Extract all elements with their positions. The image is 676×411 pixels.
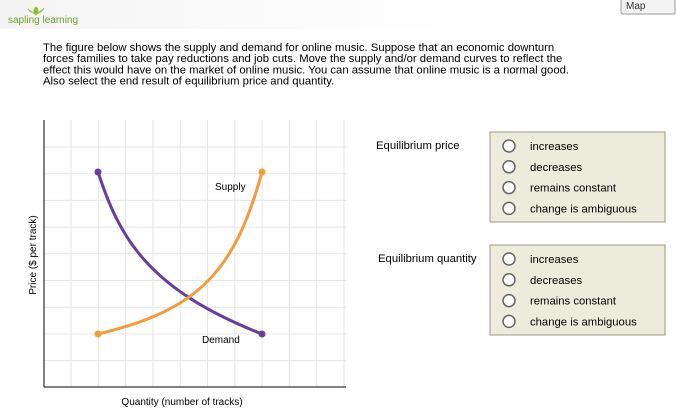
- radio-button[interactable]: [502, 252, 516, 266]
- option-label[interactable]: change is ambiguous: [530, 316, 637, 328]
- logo: sapling learning: [8, 15, 78, 26]
- supply-handle[interactable]: [258, 168, 266, 176]
- logo-icon: [27, 6, 45, 16]
- map-button[interactable]: [620, 0, 676, 15]
- supply-label: Supply: [215, 182, 246, 193]
- radio-button[interactable]: [502, 180, 516, 195]
- demand-label: Demand: [202, 335, 240, 346]
- question-line: forces families to take pay reductions a…: [43, 53, 562, 65]
- option-label[interactable]: remains constant: [530, 183, 617, 195]
- supply-handle[interactable]: [94, 330, 102, 338]
- demand-handle[interactable]: [258, 330, 266, 338]
- question-line: The figure below shows the supply and de…: [43, 42, 554, 54]
- supply-curve[interactable]: [97, 171, 264, 336]
- answers: Equilibrium price increases decreases remai…: [376, 131, 666, 336]
- demand-handle[interactable]: [94, 168, 102, 176]
- answer-label: Equilibrium price: [376, 140, 460, 152]
- radio-button[interactable]: [502, 160, 516, 174]
- x-axis-label: Quantity (number of tracks): [121, 397, 242, 408]
- option-label[interactable]: decreases: [530, 275, 582, 287]
- option-label[interactable]: decreases: [530, 162, 582, 174]
- option-label[interactable]: change is ambiguous: [530, 203, 637, 215]
- option-label[interactable]: increases: [530, 141, 579, 153]
- demand-curve[interactable]: [96, 171, 263, 336]
- radio-button[interactable]: [502, 314, 516, 329]
- options-box: [489, 131, 666, 223]
- option-label[interactable]: increases: [530, 254, 579, 266]
- question-text: The figure below shows the supply and de…: [43, 42, 569, 88]
- radio-button[interactable]: [502, 139, 516, 153]
- graph: Supply Demand Price ($ per track) Quanti…: [28, 120, 346, 408]
- option-label[interactable]: remains constant: [530, 296, 617, 308]
- answer-label: Equilibrium quantity: [378, 253, 477, 265]
- radio-button[interactable]: [502, 201, 516, 216]
- question-line: effect this would have on the market of …: [43, 64, 569, 76]
- radio-button[interactable]: [502, 293, 516, 308]
- header-bar: [0, 0, 452, 29]
- options-box: [489, 244, 666, 336]
- y-axis-label: Price ($ per track): [28, 215, 39, 294]
- map-button-label[interactable]: Map: [626, 1, 646, 12]
- radio-button[interactable]: [502, 273, 516, 287]
- question-line: Also select the end result of equilibriu…: [43, 76, 334, 88]
